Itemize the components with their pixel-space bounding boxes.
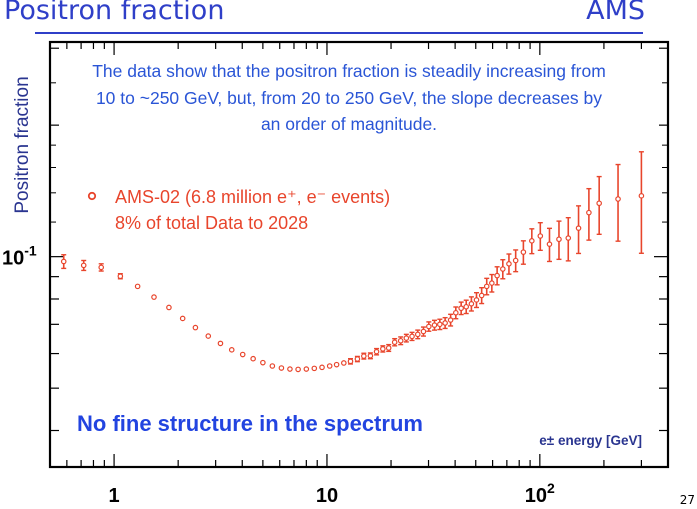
data-point [586,209,592,216]
data-point [373,348,380,355]
data-point [483,283,490,290]
data-point [520,249,527,255]
x-axis-title: e± energy [GeV] [539,433,642,448]
data-point [228,347,235,353]
data-point [391,339,398,346]
data-point [341,360,347,366]
data-point [385,345,392,351]
annotation-line-2: 10 to ~250 GeV, but, from 20 to 250 GeV,… [96,88,602,108]
data-point [166,304,172,311]
plot-frame [48,40,670,469]
data-point [468,300,475,307]
data-point [303,366,310,372]
data-point [239,351,246,358]
data-point [295,366,301,373]
data-point [333,361,340,368]
data-point [529,238,535,244]
data-point [278,365,285,371]
annotation-line-3: an order of magnitude. [261,114,437,134]
data-point [546,241,553,247]
legend-subtext: 8% of total Data to 2028 [115,213,308,233]
page-number: 27 [679,493,695,507]
data-point [380,346,386,352]
slide-brand: AMS [586,0,645,26]
x-tick-label: 102 [525,480,555,507]
data-point [80,262,87,269]
data-point [565,235,572,241]
data-point [478,292,485,299]
data-point [596,200,602,207]
data-point [217,340,224,347]
data-point [414,331,421,338]
data-point [98,264,105,271]
data-point [463,303,470,310]
data-point [250,355,256,362]
data-point [287,366,293,372]
data-point [615,196,621,202]
data-point [179,315,186,322]
y-tick-label: 10-1 [2,243,37,270]
slide-title: Positron fraction [4,0,225,26]
data-point [60,258,67,265]
data-point [403,335,410,341]
data-point [458,305,464,312]
data-point [192,324,199,331]
data-point [500,266,506,272]
y-axis-title: Positron fraction [12,76,33,213]
data-point [489,280,495,286]
data-point [367,353,374,359]
data-point [426,323,432,330]
data-point [437,321,443,328]
data-point [260,359,266,366]
data-point [506,261,512,267]
data-point [537,233,544,239]
title-rule [35,32,643,34]
data-point [151,294,157,300]
data-point [494,272,500,279]
data-point [473,297,480,303]
data-point [638,193,645,199]
x-tick-label: 1 [109,485,120,507]
headline-annotation: No fine structure in the spectrum [77,411,423,436]
data-point [575,225,582,231]
data-point [361,353,367,359]
data-point [453,309,459,316]
data-point [447,317,454,323]
legend-marker [87,191,97,201]
data-point [205,333,212,339]
data-point [397,337,404,344]
data-point [134,283,141,290]
data-point [354,356,361,362]
data-point [347,358,354,365]
data-point [431,322,438,328]
legend-entry: AMS-02 (6.8 million e⁺, e⁻ events) [115,187,390,207]
data-point [556,236,562,243]
data-point [326,363,333,369]
data-point [269,363,276,369]
data-point [319,364,325,371]
data-point [311,365,318,372]
data-point [442,320,448,326]
data-point [117,273,124,280]
data-point [420,328,427,335]
data-point [512,257,519,264]
annotation-line-1: The data show that the positron fraction… [92,61,606,81]
data-point [409,333,415,340]
x-tick-label: 10 [316,485,338,507]
